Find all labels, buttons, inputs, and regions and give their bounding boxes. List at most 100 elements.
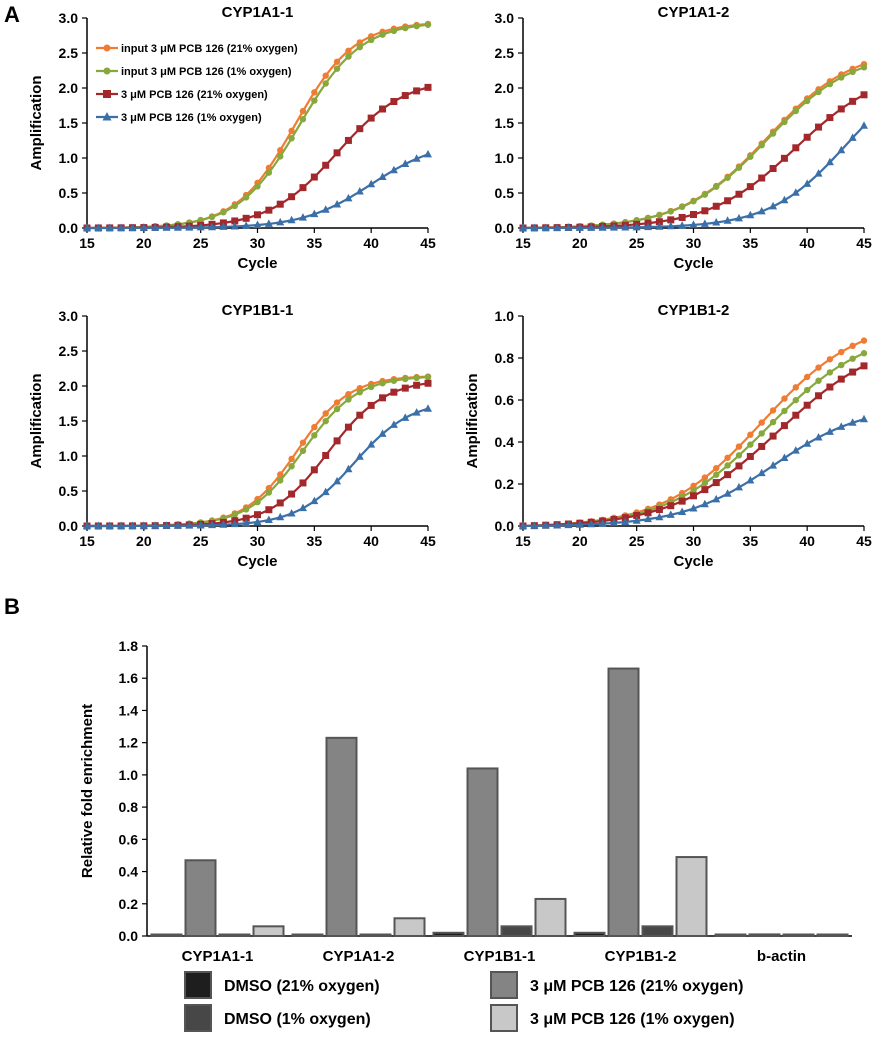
data-point: [424, 149, 432, 158]
data-point: [815, 123, 823, 131]
data-point: [519, 223, 527, 231]
data-point: [667, 502, 675, 510]
data-point: [701, 191, 709, 198]
data-point: [701, 474, 709, 481]
bar-group-cyp1b1-2: [573, 667, 708, 937]
data-point: [826, 80, 834, 88]
data-point: [389, 165, 398, 174]
category-label: CYP1B1-1: [464, 948, 536, 965]
y-tick-label: 2.5: [59, 45, 79, 61]
bar: [534, 897, 567, 938]
data-point: [825, 157, 834, 166]
data-point: [735, 452, 743, 459]
bar-group-cyp1a1-2: [291, 736, 426, 937]
legend-label: input 3 μM PCB 126 (1% oxygen): [121, 66, 292, 78]
data-point: [254, 211, 261, 219]
y-axis-label: Amplification: [464, 373, 481, 468]
y-tick-label: 0.4: [119, 864, 139, 880]
data-point: [792, 384, 799, 391]
data-point: [424, 373, 432, 381]
data-point: [367, 179, 376, 188]
bar: [573, 931, 606, 937]
data-point: [401, 384, 409, 392]
data-point: [367, 114, 375, 122]
data-point: [712, 202, 720, 210]
data-point: [310, 209, 319, 218]
data-point: [298, 213, 307, 221]
bar-group-b-actin: [714, 933, 849, 938]
bar: [359, 933, 392, 937]
data-point: [781, 395, 788, 402]
data-point: [333, 476, 342, 485]
data-point: [780, 453, 789, 462]
data-point: [378, 429, 387, 437]
data-point: [815, 88, 822, 96]
x-tick-label: 45: [856, 533, 872, 549]
legend-item: 3 μM PCB 126 (1% oxygen): [490, 1004, 735, 1032]
data-point: [367, 383, 375, 391]
data-point: [288, 490, 296, 498]
data-point: [402, 24, 409, 32]
y-tick-label: 0.0: [495, 518, 515, 534]
legend-marker: [103, 44, 111, 52]
series-pcb-21: [83, 83, 432, 232]
x-tick-label: 40: [363, 235, 379, 251]
data-point: [402, 375, 409, 383]
data-point: [287, 215, 296, 224]
x-axis-label: Cycle: [237, 553, 277, 570]
data-point: [173, 223, 182, 231]
data-point: [299, 447, 307, 455]
category-label: CYP1A1-2: [323, 948, 395, 965]
data-point: [609, 223, 618, 231]
data-point: [530, 223, 539, 231]
data-point: [803, 97, 811, 105]
series-line: [87, 407, 429, 528]
data-point: [792, 107, 799, 115]
legend-marker: [103, 67, 111, 75]
data-point: [94, 223, 103, 231]
data-point: [860, 414, 868, 423]
data-point: [530, 521, 539, 529]
bar: [184, 859, 217, 937]
data-point: [265, 489, 273, 496]
data-point: [837, 422, 846, 430]
data-point: [310, 496, 319, 505]
data-point: [378, 172, 387, 181]
data-point: [735, 462, 743, 470]
x-tick-label: 40: [799, 533, 815, 549]
data-point: [367, 440, 376, 448]
data-point: [356, 43, 363, 51]
x-tick-label: 45: [856, 235, 872, 251]
data-point: [333, 399, 341, 406]
data-point: [299, 479, 307, 487]
data-point: [230, 519, 239, 528]
data-point: [837, 105, 845, 113]
x-tick-label: 20: [136, 533, 152, 549]
y-tick-label: 2.0: [495, 80, 515, 96]
data-point: [723, 216, 732, 224]
data-point: [541, 223, 550, 231]
x-tick-label: 35: [307, 235, 323, 251]
data-point: [356, 125, 364, 133]
bar: [218, 933, 251, 937]
bar: [432, 931, 465, 937]
data-point: [735, 164, 743, 171]
data-point: [185, 521, 194, 529]
data-point: [724, 174, 731, 181]
data-point: [311, 97, 318, 104]
data-point: [321, 205, 330, 213]
data-point: [553, 520, 562, 529]
data-point: [83, 223, 91, 231]
bar: [325, 736, 358, 937]
data-point: [587, 223, 596, 231]
data-point: [644, 514, 653, 523]
data-point: [117, 521, 126, 529]
legend-label: DMSO (21% oxygen): [224, 978, 380, 995]
legend: input 3 μM PCB 126 (21% oxygen) input 3 μ…: [96, 43, 298, 124]
data-point: [667, 208, 674, 215]
data-point: [242, 506, 250, 513]
data-point: [173, 521, 182, 529]
x-tick-label: 25: [629, 533, 645, 549]
data-point: [655, 222, 664, 230]
panel-label-a: A: [4, 2, 20, 27]
